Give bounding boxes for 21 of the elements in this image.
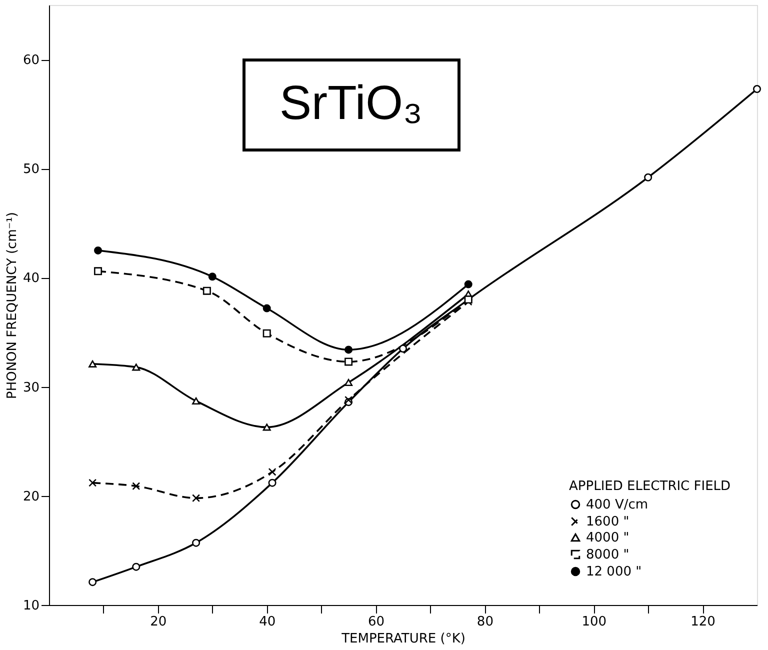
x-tick-label: 60 (368, 614, 385, 630)
y-tick-label: 30 (22, 380, 40, 396)
x-tick-label: 20 (150, 614, 167, 630)
annotation: SrTiO₃ (279, 77, 423, 130)
legend-label: 12 000 " (586, 564, 642, 580)
x-tick-label: 120 (690, 614, 716, 630)
y-tick-label: 60 (22, 53, 40, 68)
y-tick-label: 50 (22, 162, 40, 178)
y-axis-title: PHONON FREQUENCY (cm⁻¹) (4, 212, 20, 400)
legend-label: 8000 " (586, 548, 630, 562)
x-tick-label: 40 (259, 614, 276, 630)
x-tick-label: 80 (476, 614, 494, 630)
legend-label: 400 V/cm (586, 498, 648, 512)
legend-label: 4000 " (586, 530, 630, 546)
legend-title: APPLIED ELECTRIC FIELD (569, 479, 731, 494)
y-tick-label: 20 (22, 489, 40, 504)
y-tick-label: 10 (22, 598, 40, 614)
x-axis-title: TEMPERATURE (°K) (340, 632, 466, 646)
y-tick-label: 40 (22, 271, 40, 286)
legend-label: 1600 " (586, 514, 630, 530)
x-tick-label: 100 (582, 614, 607, 630)
